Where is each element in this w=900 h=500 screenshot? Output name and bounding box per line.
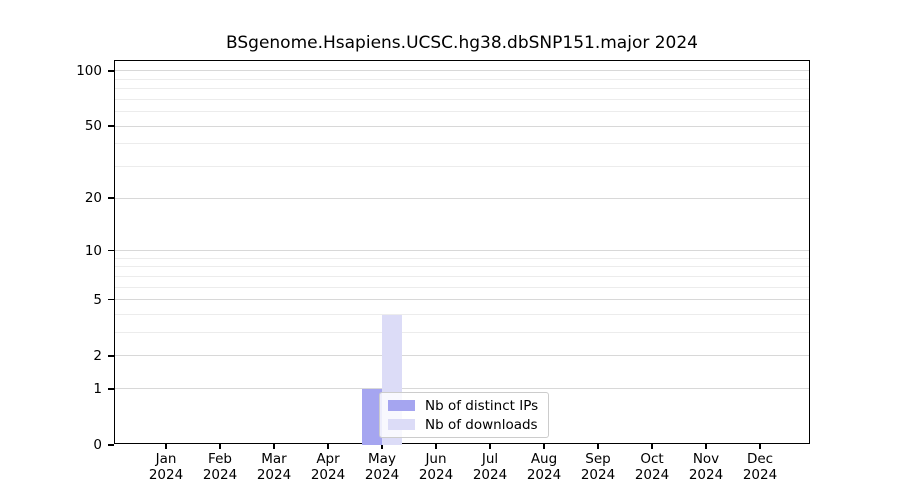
- x-tick-month: Jun: [425, 451, 447, 467]
- x-tick-year: 2024: [364, 467, 400, 483]
- x-axis-tick: [597, 444, 599, 449]
- bar-nb-of-distinct-ips: [362, 388, 382, 445]
- legend-label: Nb of distinct IPs: [425, 397, 539, 414]
- x-tick-year: 2024: [148, 467, 184, 483]
- x-axis-tick: [435, 444, 437, 449]
- y-axis-tick: [108, 444, 114, 446]
- gridline: [115, 111, 809, 113]
- x-tick-year: 2024: [310, 467, 346, 483]
- gridline: [115, 70, 809, 72]
- x-axis-tick: [165, 444, 167, 449]
- y-tick-label: 5: [93, 291, 102, 308]
- x-tick-month: Apr: [316, 451, 340, 467]
- x-tick-label: Mar 2024: [234, 451, 314, 483]
- x-tick-year: 2024: [256, 467, 292, 483]
- y-axis-tick: [108, 249, 114, 252]
- x-tick-year: 2024: [202, 467, 238, 483]
- x-tick-month: Feb: [208, 451, 232, 467]
- x-tick-label: May 2024: [342, 451, 422, 483]
- gridline: [115, 355, 809, 357]
- x-tick-month: Nov: [692, 451, 720, 467]
- gridline: [115, 275, 809, 277]
- x-tick-label: Nov 2024: [666, 451, 746, 483]
- y-tick-label: 50: [84, 118, 102, 135]
- x-axis-tick: [651, 444, 653, 449]
- x-axis-tick: [273, 444, 275, 449]
- y-axis-tick: [108, 125, 114, 127]
- gridline: [115, 98, 809, 100]
- x-tick-label: Jun 2024: [396, 451, 476, 483]
- gridline: [115, 78, 809, 80]
- legend-item: Nb of distinct IPs: [388, 398, 540, 414]
- gridline: [115, 166, 809, 168]
- chart-title: BSgenome.Hsapiens.UCSC.hg38.dbSNP151.maj…: [226, 33, 698, 53]
- legend-label: Nb of downloads: [425, 416, 538, 433]
- gridline: [115, 314, 809, 315]
- y-axis-tick: [108, 388, 114, 390]
- x-tick-year: 2024: [634, 467, 670, 483]
- y-tick-label: 100: [76, 62, 102, 79]
- x-tick-year: 2024: [580, 467, 616, 483]
- x-tick-label: Apr 2024: [288, 451, 368, 483]
- y-axis-tick: [108, 70, 114, 72]
- gridline: [115, 88, 809, 90]
- legend-item: Nb of downloads: [388, 417, 540, 433]
- legend-swatch-nb-of-downloads: [388, 419, 415, 430]
- y-tick-label: 0: [93, 437, 102, 453]
- gridline: [115, 125, 809, 127]
- gridline: [115, 197, 809, 199]
- x-tick-year: 2024: [688, 467, 724, 483]
- x-tick-month: May: [368, 451, 396, 467]
- gridline: [115, 286, 809, 288]
- x-tick-year: 2024: [742, 467, 778, 483]
- x-tick-label: Feb 2024: [180, 451, 260, 483]
- x-tick-year: 2024: [418, 467, 454, 483]
- x-tick-label: Sep 2024: [558, 451, 638, 483]
- gridline: [115, 250, 809, 252]
- x-tick-month: Sep: [585, 451, 611, 467]
- legend-swatch-nb-of-distinct-ips: [388, 400, 415, 411]
- gridline: [115, 299, 809, 301]
- x-axis-tick: [705, 444, 707, 449]
- plot-area: Nb of distinct IPs Nb of downloads: [114, 60, 810, 445]
- gridline: [115, 388, 809, 390]
- y-tick-label: 20: [84, 190, 102, 207]
- x-tick-label: Oct 2024: [612, 451, 692, 483]
- y-axis-tick: [108, 197, 114, 199]
- x-axis-tick: [759, 444, 761, 449]
- x-tick-label: Jan 2024: [126, 451, 206, 483]
- x-axis-tick: [489, 444, 491, 449]
- x-axis-tick: [219, 444, 221, 449]
- y-axis-tick: [108, 355, 114, 357]
- legend: Nb of distinct IPs Nb of downloads: [379, 392, 549, 438]
- y-axis-tick: [108, 298, 114, 301]
- y-tick-label: 10: [84, 242, 102, 259]
- x-tick-label: Aug 2024: [504, 451, 584, 483]
- x-tick-month: Aug: [530, 451, 558, 467]
- x-axis-tick: [381, 444, 383, 449]
- y-tick-label: 1: [93, 380, 102, 397]
- gridline: [115, 143, 809, 145]
- x-tick-month: Dec: [746, 451, 774, 467]
- x-tick-year: 2024: [472, 467, 508, 483]
- x-axis-tick: [327, 444, 329, 449]
- x-tick-year: 2024: [526, 467, 562, 483]
- x-tick-month: Oct: [640, 451, 664, 467]
- x-tick-month: Mar: [261, 451, 287, 467]
- x-tick-month: Jan: [155, 451, 177, 467]
- x-tick-label: Dec 2024: [720, 451, 800, 483]
- x-tick-label: Jul 2024: [450, 451, 530, 483]
- x-tick-month: Jul: [481, 451, 499, 467]
- gridline: [115, 257, 809, 259]
- gridline: [115, 266, 809, 268]
- y-tick-label: 2: [93, 347, 102, 364]
- gridline: [115, 332, 809, 334]
- x-axis-tick: [543, 444, 545, 449]
